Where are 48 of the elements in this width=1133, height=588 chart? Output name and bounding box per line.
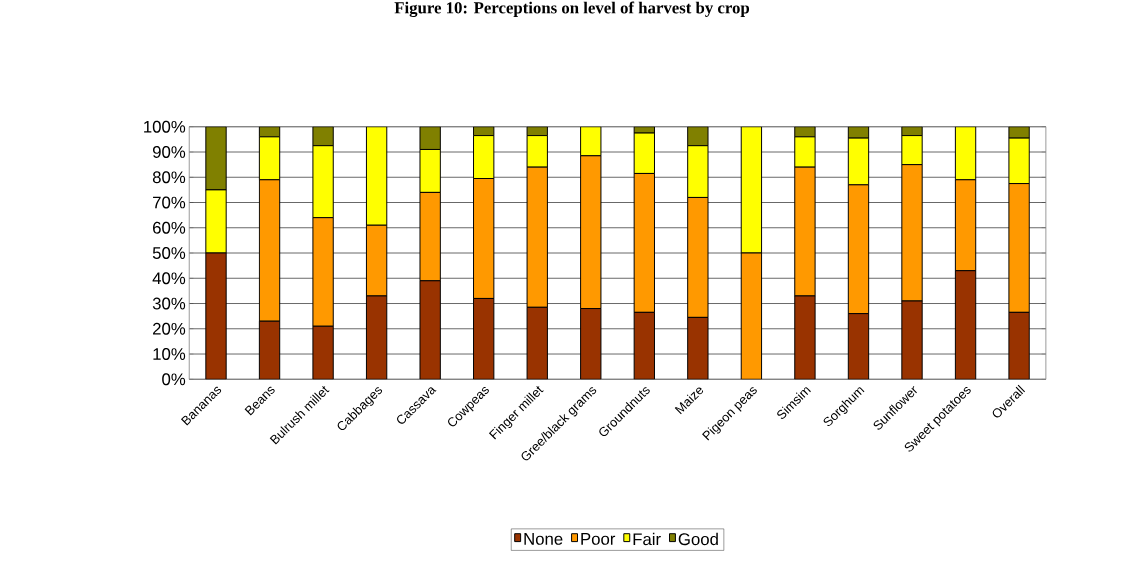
y-tick-label: 70% [153, 196, 186, 209]
bar [740, 252, 763, 380]
bar [473, 177, 495, 299]
bar [954, 270, 977, 380]
bar [794, 166, 816, 297]
bar [365, 224, 388, 297]
bar [901, 164, 923, 302]
y-tick-label: 20% [153, 322, 186, 335]
y-tick-label: 80% [152, 171, 186, 184]
bar [954, 179, 977, 272]
bar [580, 307, 602, 380]
y-tick-label: 100% [144, 120, 186, 133]
y-tick-label: 60% [153, 221, 186, 234]
bar [633, 172, 655, 313]
chart-title: Figure 10: Perceptions on level of harvest by crop [394, 1, 750, 17]
bar [847, 184, 870, 315]
legend-label: Good [678, 532, 718, 546]
y-tick-label: 40% [152, 272, 186, 285]
bar [365, 295, 388, 380]
bar [258, 179, 281, 322]
y-tick-label: 10% [153, 347, 186, 360]
bar [419, 126, 441, 150]
bar [687, 316, 709, 380]
y-tick-label: 50% [152, 246, 186, 259]
bar [419, 191, 441, 282]
bar [633, 311, 655, 380]
bar [419, 280, 441, 380]
bar [312, 325, 334, 380]
y-tick-label: 0% [162, 373, 186, 386]
bar [473, 297, 495, 380]
bar [205, 126, 227, 191]
bar [258, 320, 281, 380]
bar [1008, 182, 1030, 313]
legend-label: Fair [633, 532, 661, 546]
bar [205, 252, 227, 380]
bar [526, 166, 548, 308]
bar [687, 196, 709, 318]
bar [580, 155, 602, 309]
legend-label: None [524, 533, 563, 545]
bar [312, 217, 334, 327]
bar [794, 295, 816, 380]
bar [1008, 311, 1030, 380]
y-tick-label: 30% [152, 297, 186, 310]
y-tick-label: 90% [152, 145, 186, 158]
bar [901, 300, 923, 380]
bar [847, 313, 870, 380]
bar [526, 306, 548, 380]
legend-label: Poor [581, 533, 616, 545]
